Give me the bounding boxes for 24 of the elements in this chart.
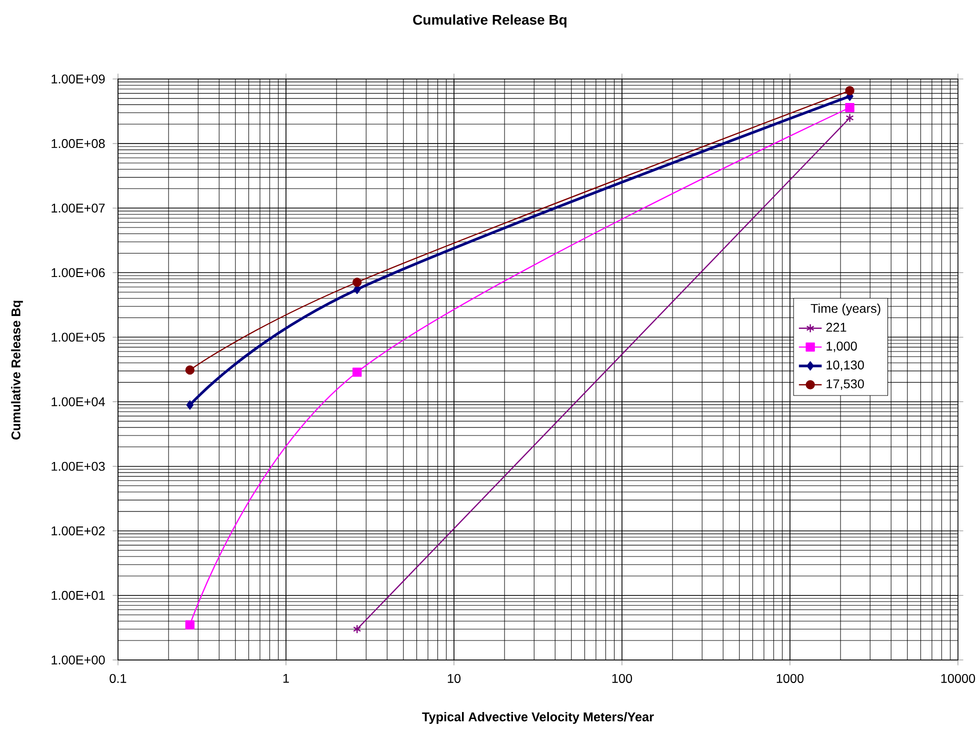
y-tick-label: 1.00E+04 xyxy=(52,397,105,406)
x-tick-label: 0.1 xyxy=(110,674,126,683)
y-tick-label: 1.00E+02 xyxy=(52,526,105,536)
y-tick-label: 1.00E+01 xyxy=(52,590,105,600)
legend-label: 1,000 xyxy=(826,342,857,352)
legend-title: Time (years) xyxy=(810,304,880,316)
legend-label: 221 xyxy=(826,322,846,332)
legend-label: 17,530 xyxy=(826,379,864,390)
y-tick-label: 1.00E+05 xyxy=(52,332,105,342)
y-tick-label: 1.00E+09 xyxy=(52,74,105,84)
x-tick-label: 10 xyxy=(448,674,461,683)
x-tick-label: 100 xyxy=(612,674,632,683)
chart-title: Cumulative Release Bq xyxy=(413,14,566,28)
x-tick-label: 1000 xyxy=(776,674,804,683)
x-tick-label: 10000 xyxy=(941,674,976,683)
x-axis-title: Typical Advective Velocity Meters/Year xyxy=(422,712,654,724)
y-tick-label: 1.00E+07 xyxy=(52,204,105,213)
y-tick-label: 1.00E+03 xyxy=(52,462,105,471)
x-tick-label: 1 xyxy=(283,674,289,683)
y-axis-title: Cumulative Release Bq xyxy=(11,300,23,440)
y-tick-label: 1.00E+08 xyxy=(52,139,105,148)
y-tick-label: 1.00E+00 xyxy=(52,655,105,664)
y-tick-label: 1.00E+06 xyxy=(52,268,105,278)
legend-label: 10,130 xyxy=(826,360,864,371)
